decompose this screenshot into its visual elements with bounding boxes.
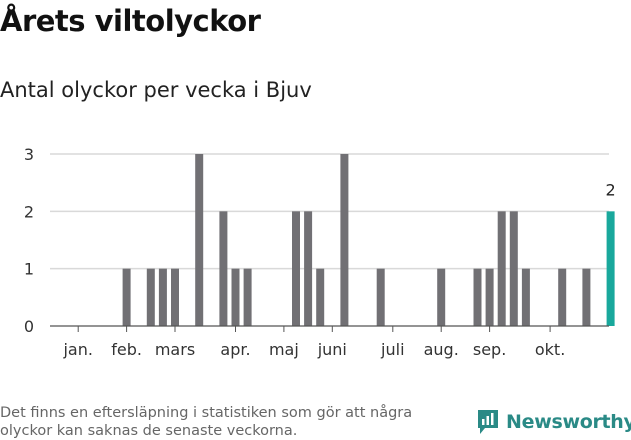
- y-tick-label: 1: [24, 260, 34, 279]
- bar: [521, 268, 530, 326]
- bar: [304, 211, 313, 326]
- bar: [582, 268, 591, 326]
- x-axis: jan. feb. mars apr. maj juni juli aug. sep. okt.: [50, 325, 609, 359]
- chart-subtitle: Antal olyckor per vecka i Bjuv: [0, 78, 312, 102]
- x-tick-label: jan.: [62, 340, 92, 359]
- bar-chart: 0 1 2 3 jan. feb. mars apr. maj juni juli aug. sep.…: [24, 145, 616, 359]
- bar: [158, 268, 167, 326]
- footnote: Det finns en eftersläpning i statistiken…: [0, 405, 413, 439]
- data-labels: 2: [606, 180, 616, 199]
- y-tick-label: 3: [24, 145, 34, 164]
- bar-highlight: [606, 211, 615, 326]
- bars: [122, 154, 615, 326]
- x-tick-label: sep.: [473, 340, 506, 359]
- y-tick-label: 2: [24, 202, 34, 221]
- x-tick-label: mars: [155, 340, 195, 359]
- x-tick-label: apr.: [220, 340, 250, 359]
- bar: [171, 268, 179, 326]
- bar: [497, 211, 506, 326]
- bar: [558, 268, 567, 326]
- chart-title: Årets viltolyckor: [0, 4, 261, 38]
- bar: [316, 268, 325, 326]
- x-tick-label: juli: [380, 340, 404, 359]
- brand-logo[interactable]: Newsworthy: [476, 408, 631, 436]
- bar: [509, 211, 518, 326]
- x-tick-label: aug.: [424, 340, 459, 359]
- x-tick-label: okt.: [535, 340, 565, 359]
- x-tick-label: maj: [269, 340, 299, 359]
- bar: [292, 211, 300, 326]
- bar: [340, 154, 349, 326]
- bar: [437, 268, 446, 326]
- x-tick-label: feb.: [111, 340, 142, 359]
- bar: [122, 268, 131, 326]
- bar: [376, 268, 385, 326]
- newsworthy-logo-icon: [478, 410, 498, 434]
- bar: [231, 268, 240, 326]
- bar: [219, 211, 228, 326]
- brand-name: Newsworthy: [506, 411, 631, 433]
- x-tick-label: juni: [317, 340, 347, 359]
- y-axis-ticks: 0 1 2 3: [24, 145, 34, 336]
- bar: [195, 154, 204, 326]
- bar: [243, 268, 252, 326]
- data-label-highlight: 2: [606, 180, 616, 199]
- y-tick-label: 0: [24, 317, 34, 336]
- bar: [473, 268, 482, 326]
- grid-lines: [50, 153, 609, 270]
- bar: [146, 268, 155, 326]
- bar: [485, 268, 494, 326]
